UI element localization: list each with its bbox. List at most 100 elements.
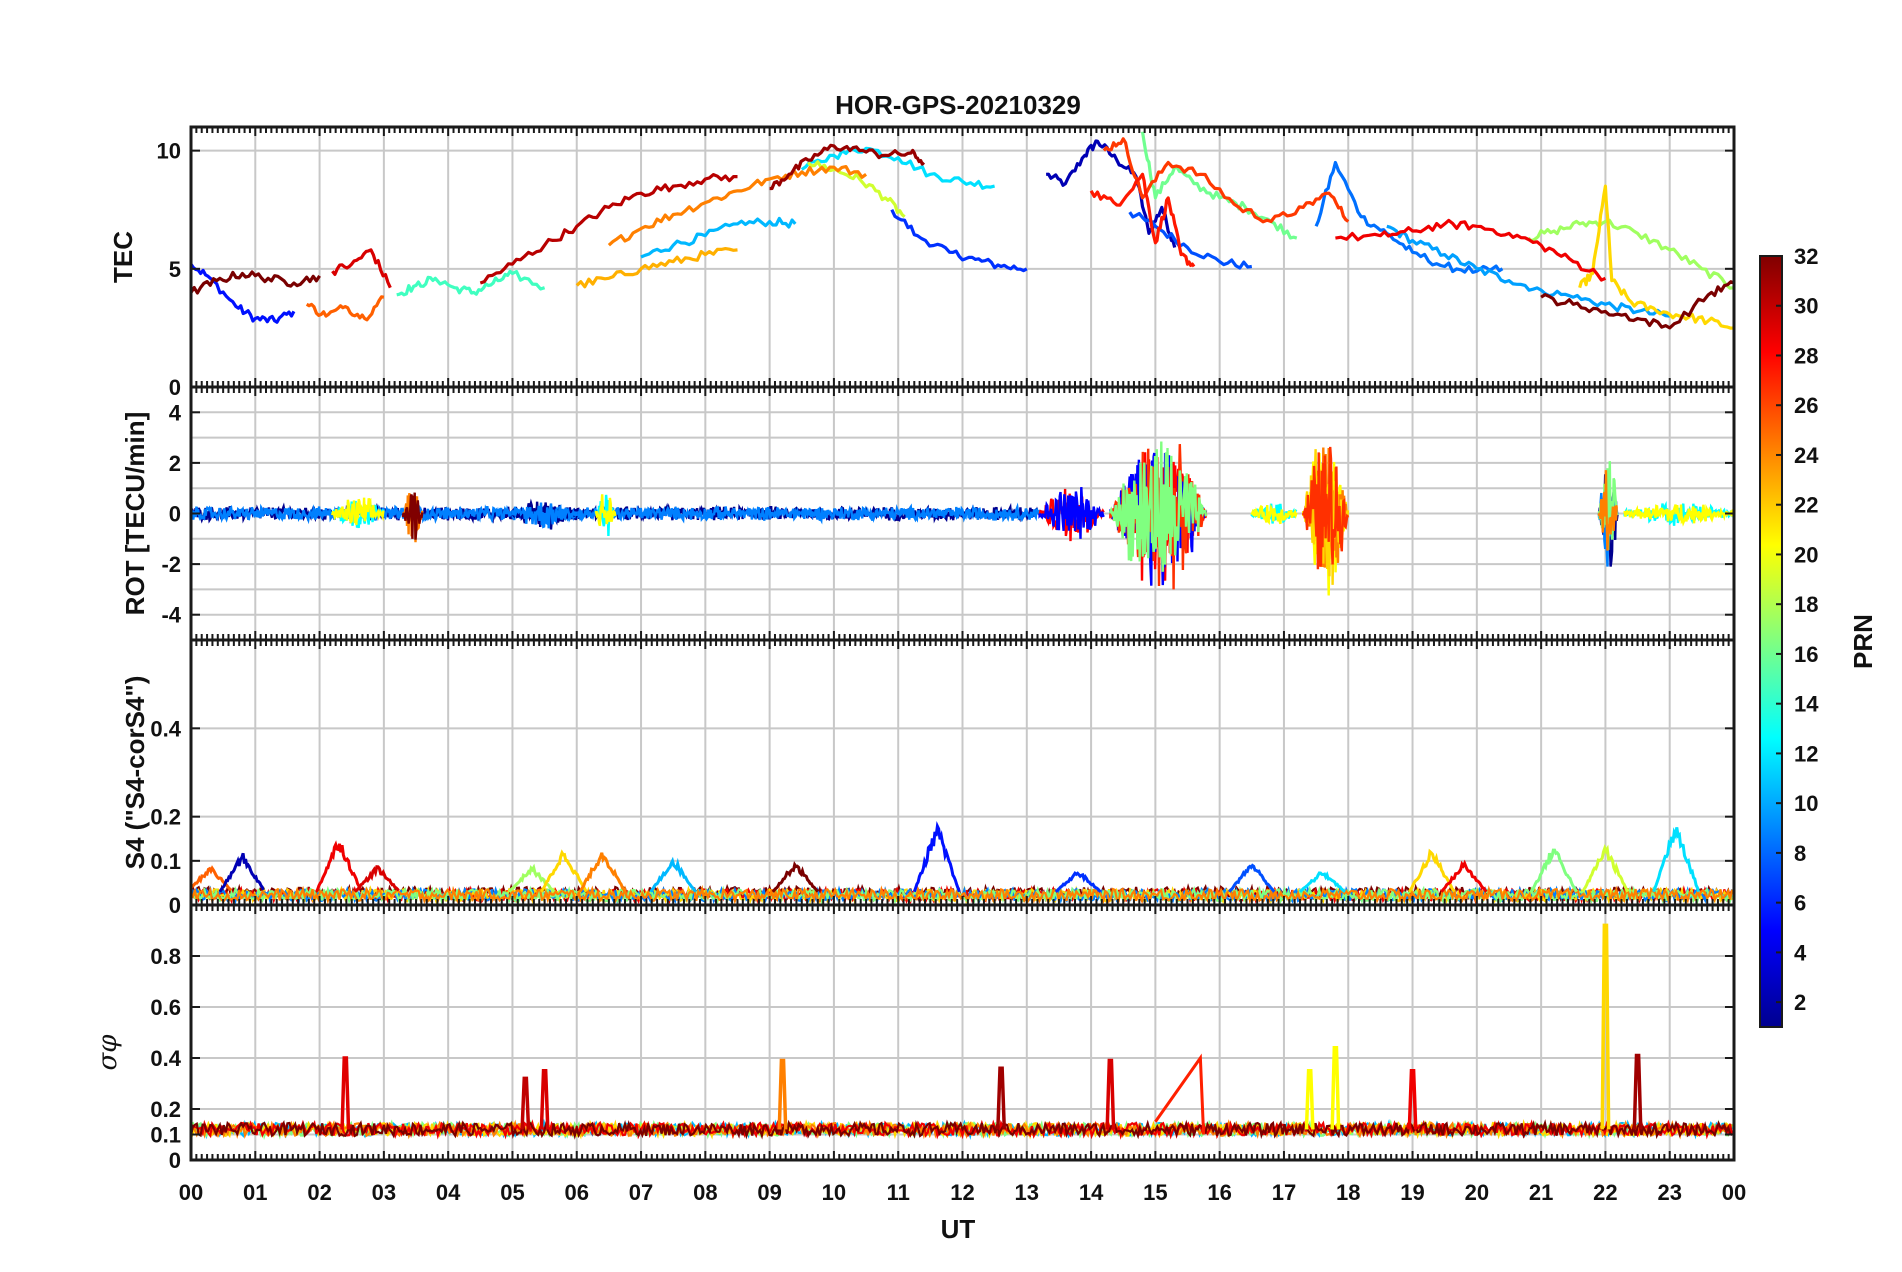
tec-series-prn-27 [1089,172,1196,268]
s4-peak [1581,843,1630,893]
tec-series-prn-5 [890,209,1028,273]
panel-ROT: -4 -2 0 2 4 ROT [TECU/min] [120,385,1736,642]
sigma-spike [520,1076,531,1130]
colorbar-tick-label: 32 [1794,244,1818,269]
y-axis-label: S4 ("S4-corS4") [120,676,150,870]
rot-burst [511,502,578,529]
panel-frame [189,903,1736,1162]
series-group [191,131,1734,330]
tec-series-prn-10 [1386,224,1670,318]
s4-peak [1228,863,1276,893]
tec-series-prn-26 [1102,137,1350,224]
y-tick-label: 0 [169,893,181,918]
panel-TEC: 0 5 10 TEC [108,125,1736,400]
x-tick-label: 17 [1272,1180,1296,1205]
x-tick-label: 03 [372,1180,396,1205]
tec-series-prn-11 [640,216,797,259]
x-tick-label: 21 [1529,1180,1553,1205]
colorbar-tick-label: 16 [1794,642,1818,667]
colorbar-tick-label: 18 [1794,592,1818,617]
colorbar-tick-label: 4 [1794,940,1807,965]
x-tick-label: 12 [950,1180,974,1205]
y-tick-label: 4 [169,400,182,425]
s4-peak [1440,859,1488,893]
y-tick-label: 0 [169,1148,181,1173]
y-tick-label: 0 [169,375,181,400]
x-tick-label: 06 [565,1180,589,1205]
y-tick-label: 10 [157,139,181,164]
colorbar-tick-label: 30 [1794,294,1818,319]
colorbar-tick-label: 28 [1794,343,1818,368]
tec-series-prn-8 [1314,160,1504,274]
sigma-spike [539,1069,550,1130]
x-tick-label: 08 [693,1180,717,1205]
x-tick-labels: 00 01 02 03 04 05 06 07 08 09 10 11 12 13 14 15 16 17 18 19… [179,1180,1746,1205]
x-tick-label: 11 [887,1180,910,1205]
rot-burst [1597,470,1618,551]
colorbar-tick-label: 22 [1794,493,1818,518]
tec-series-prn-18 [1527,218,1734,290]
sigma-spike [1632,1053,1643,1130]
x-axis-label: UT [941,1214,976,1244]
colorbar-tick-label: 14 [1794,692,1819,717]
y-axis-label: σφ [93,1034,123,1071]
colorbar-tick-label: 20 [1794,542,1818,567]
colorbar-tick-label: 26 [1794,393,1818,418]
x-tick-label: 16 [1207,1180,1231,1205]
s4-peak [353,865,400,893]
tec-series-prn-4 [191,263,296,324]
rot-burst [331,497,385,526]
x-tick-label: 23 [1657,1180,1681,1205]
tec-series-prn-25 [305,295,385,322]
s4-peak [1530,848,1578,893]
s4-peak [912,821,961,893]
x-tick-label: 01 [243,1180,267,1205]
sigma-spike [1600,923,1611,1130]
x-tick-label: 20 [1465,1180,1489,1205]
colorbar-tick-label: 12 [1794,741,1818,766]
tec-series-prn-21 [1578,184,1734,330]
rot-burst [1623,503,1734,527]
y-tick-label: 0.4 [150,1046,181,1071]
chart-title: HOR-GPS-20210329 [835,90,1081,120]
x-tick-label: 02 [307,1180,331,1205]
sigma-spike [1407,1069,1418,1130]
y-tick-label: 0.1 [150,849,181,874]
tec-series-prn-19 [807,160,906,219]
x-tick-label: 14 [1079,1180,1104,1205]
series-group [191,441,1734,596]
sigma-spike [1304,1069,1315,1130]
y-tick-label: 5 [169,257,181,282]
colorbar-tick-label: 8 [1794,841,1806,866]
y-tick-label: 0.6 [150,995,181,1020]
s4-peak [578,852,627,893]
x-tick-label: 15 [1143,1180,1167,1205]
s4-peak [1054,870,1102,893]
colorbar-tick-label: 24 [1794,443,1819,468]
s4-peak [218,852,265,893]
s4-peak [1299,871,1346,893]
y-tick-label: 2 [169,451,181,476]
x-tick-label: 10 [822,1180,846,1205]
x-tick-label: 19 [1400,1180,1424,1205]
tec-series-prn-32 [191,270,1734,330]
x-tick-label: 09 [757,1180,781,1205]
sigma-spike [777,1058,788,1130]
y-tick-label: -4 [161,603,181,628]
y-tick-label: -2 [161,552,181,577]
tec-series-prn-28 [1335,218,1607,282]
s4-peak [540,849,588,893]
tec-series-prn-24 [607,165,868,247]
tec-series-prn-13 [800,146,995,190]
panel-S4: 0 0.1 0.2 0.4S4 ("S4-corS4") [120,638,1736,918]
rot-burst [1038,487,1105,539]
s4-peak [1408,848,1456,893]
sigma-spike [1105,1058,1116,1130]
colorbar-tick-label: 10 [1794,791,1818,816]
tec-series-prn-22 [575,247,738,289]
tec-series-prn-31 [769,143,926,191]
